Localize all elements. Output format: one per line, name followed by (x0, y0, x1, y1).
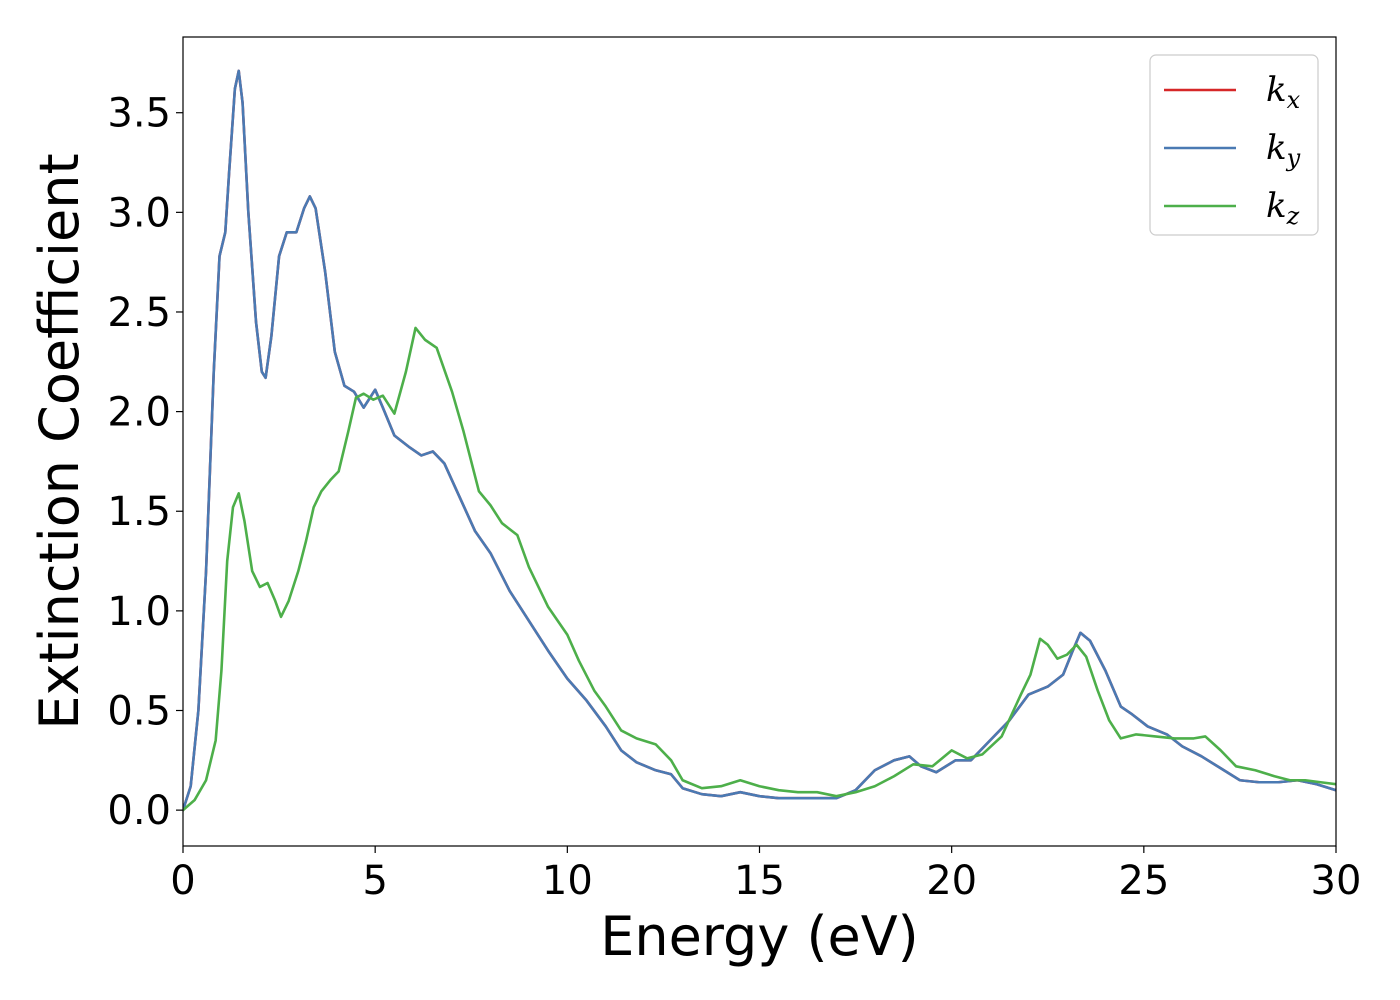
x-tick-label: 5 (362, 858, 387, 904)
legend-label: ky (1266, 128, 1301, 172)
legend-box (1149, 54, 1319, 236)
x-axis-label: Energy (eV) (600, 905, 919, 968)
legend-label: kx (1266, 70, 1301, 114)
x-tick-label: 20 (926, 858, 977, 904)
y-axis-ticks: 0.0 0.5 1.0 1.5 2.0 2.5 3.0 3.5 (107, 91, 183, 834)
y-axis-label: Extinction Coefficient (28, 153, 91, 729)
y-tick-label: 3.5 (107, 91, 171, 137)
x-tick-label: 0 (170, 858, 195, 904)
y-tick-label: 1.5 (107, 489, 171, 535)
legend-entry-kz: kz (1164, 186, 1300, 230)
legend-entry-kx: kx (1164, 70, 1301, 114)
legend-entry-ky: ky (1164, 128, 1301, 172)
series-layer (183, 69, 1336, 812)
series-line-kz (183, 326, 1336, 812)
y-tick-label: 2.0 (107, 390, 171, 436)
series-line-ky (183, 69, 1336, 812)
x-tick-label: 30 (1311, 858, 1362, 904)
legend: kx ky kz (1149, 54, 1319, 236)
y-tick-label: 0.5 (107, 689, 171, 735)
y-tick-label: 1.0 (107, 589, 171, 635)
y-tick-label: 0.0 (107, 788, 171, 834)
x-tick-label: 25 (1118, 858, 1169, 904)
x-tick-label: 10 (542, 858, 593, 904)
x-tick-label: 15 (734, 858, 785, 904)
legend-label: kz (1266, 186, 1300, 230)
y-tick-label: 3.0 (107, 190, 171, 236)
y-tick-label: 2.5 (107, 290, 171, 336)
x-axis-ticks: 0 5 10 15 20 25 30 (170, 846, 1361, 904)
